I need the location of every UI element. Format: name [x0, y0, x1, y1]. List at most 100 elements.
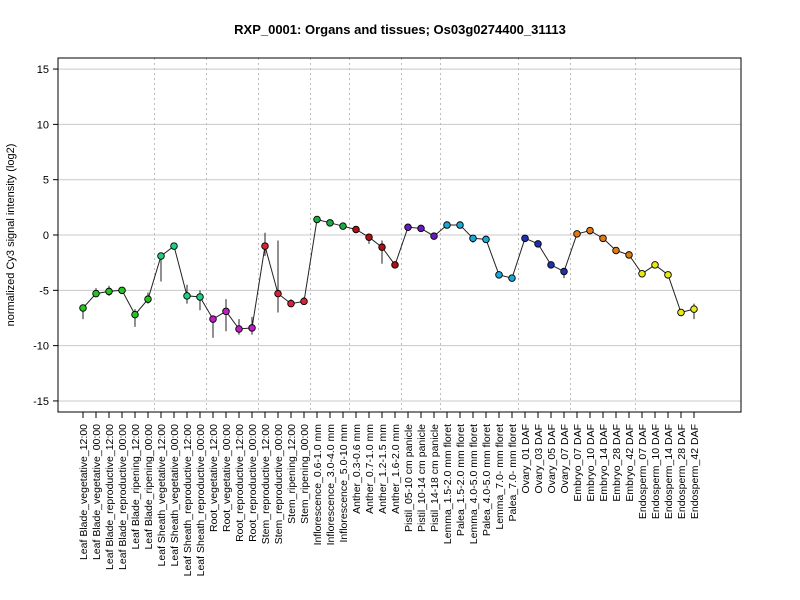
x-tick-label: Embryo_07 DAF — [572, 424, 584, 502]
data-point — [144, 295, 152, 303]
x-tick-label: Pistil_05-10 cm panicle — [403, 424, 415, 532]
data-point — [625, 251, 633, 259]
data-point — [105, 287, 113, 296]
data-point — [404, 223, 412, 232]
data-point — [560, 267, 568, 276]
x-tick-label: Lemma_4.0-5.0 mm floret — [468, 424, 480, 544]
x-tick-label: Inflorescence_0.6-1.0 mm — [312, 424, 324, 546]
x-tick-label: Palea_7.0- mm floret — [507, 424, 519, 522]
data-point — [157, 252, 165, 260]
data-point — [326, 219, 334, 227]
x-axis: Leaf Blade_vegetative_12:00 Leaf Blade_ve… — [78, 412, 701, 576]
data-point — [586, 226, 594, 235]
y-axis-label: normalized Cy3 signal intensity (log2) — [5, 144, 17, 327]
data-point — [573, 230, 581, 238]
x-tick-label: Leaf Blade_reproductive_00:00 — [117, 424, 129, 570]
x-tick-label: Leaf Blade_vegetative_12:00 — [78, 424, 90, 560]
data-point — [261, 242, 269, 250]
data-point — [690, 305, 698, 313]
data-point — [300, 297, 308, 306]
x-tick-label: Leaf Blade_ripening_12:00 — [130, 424, 142, 550]
x-tick-label: Inflorescence_5.0-10 mm — [338, 424, 350, 543]
group-separators — [154, 58, 636, 412]
x-tick-label: Leaf Sheath_vegetative_00:00 — [169, 424, 181, 567]
x-tick-label: Leaf Blade_reproductive_12:00 — [104, 424, 116, 570]
x-tick-label: Endosperm_14 DAF — [663, 424, 675, 519]
data-point — [651, 261, 659, 269]
x-tick-label: Root_reproductive_12:00 — [234, 424, 246, 542]
x-tick-label: Ovary_07 DAF — [559, 424, 571, 493]
x-tick-label: Leaf Sheath_reproductive_00:00 — [195, 424, 207, 577]
data-point — [274, 289, 282, 298]
data-point — [417, 224, 425, 233]
x-tick-label: Lemma_7.0- mm floret — [494, 424, 506, 530]
x-tick-label: Ovary_03 DAF — [533, 424, 545, 493]
x-tick-label: Anther_1.6-2.0 mm — [390, 424, 402, 514]
chart-title: RXP_0001: Organs and tissues; Os03g02744… — [234, 22, 566, 37]
data-point — [456, 221, 464, 229]
data-point — [508, 274, 516, 282]
data-point — [248, 324, 256, 332]
data-point — [521, 234, 529, 243]
data-point — [79, 304, 87, 312]
y-tick-label: 15 — [37, 64, 49, 76]
data-point — [664, 271, 672, 279]
data-point — [638, 269, 646, 278]
data-point — [170, 242, 178, 250]
data-point — [287, 299, 295, 308]
data-point — [222, 307, 230, 316]
x-tick-label: Endosperm_42 DAF — [689, 424, 701, 519]
x-tick-label: Anther_1.2-1.5 mm — [377, 424, 389, 514]
data-point — [677, 308, 685, 317]
x-tick-label: Pistil_10-14 cm panicle — [416, 424, 428, 532]
x-tick-label: Leaf Blade_vegetative_00:00 — [91, 424, 103, 560]
data-point — [612, 246, 620, 255]
x-tick-label: Ovary_05 DAF — [546, 424, 558, 493]
data-point — [339, 222, 347, 230]
y-tick-label: 0 — [43, 230, 49, 242]
data-point — [183, 292, 191, 300]
data-point — [378, 243, 386, 251]
data-point — [495, 271, 503, 279]
x-tick-label: Stem_ripening_00:00 — [299, 424, 311, 524]
y-tick-label: 5 — [43, 175, 49, 187]
x-tick-label: Root_vegetative_12:00 — [208, 424, 220, 532]
x-tick-label: Anther_0.7-1.0 mm — [364, 424, 376, 514]
data-point — [391, 261, 399, 269]
x-tick-label: Leaf Sheath_vegetative_12:00 — [156, 424, 168, 567]
data-point — [118, 286, 126, 295]
x-tick-label: Root_vegetative_00:00 — [221, 424, 233, 532]
data-point — [482, 235, 490, 244]
x-tick-label: Embryo_14 DAF — [598, 424, 610, 502]
data-point — [547, 261, 555, 269]
data-point — [196, 293, 204, 301]
x-tick-label: Endosperm_07 DAF — [637, 424, 649, 519]
x-tick-label: Embryo_10 DAF — [585, 424, 597, 502]
x-tick-label: Embryo_42 DAF — [624, 424, 636, 502]
data-point — [365, 233, 373, 241]
x-tick-label: Pistil_14-18 cm panicle — [429, 424, 441, 532]
y-tick-label: -10 — [33, 341, 49, 353]
x-tick-label: Lemma_1.5-2.0 mm floret — [442, 424, 454, 544]
x-tick-label: Anther_0.3-0.6 mm — [351, 424, 363, 514]
y-tick-label: 10 — [37, 119, 49, 131]
x-tick-label: Stem_reproductive_00:00 — [273, 424, 285, 544]
y-tick-label: -15 — [33, 396, 49, 408]
x-tick-label: Endosperm_28 DAF — [676, 424, 688, 519]
x-tick-label: Leaf Sheath_reproductive_12:00 — [182, 424, 194, 577]
x-tick-label: Stem_reproductive_12:00 — [260, 424, 272, 544]
data-point — [352, 225, 360, 234]
data-point — [209, 315, 217, 323]
data-point — [313, 215, 321, 224]
x-tick-label: Leaf Blade_ripening_00:00 — [143, 424, 155, 550]
x-tick-label: Palea_1.5-2.0 mm floret — [455, 424, 467, 536]
x-tick-label: Palea_4.0-5.0 mm floret — [481, 424, 493, 536]
data-point — [599, 234, 607, 243]
x-tick-label: Stem_ripening_12:00 — [286, 424, 298, 524]
grid-lines — [58, 68, 741, 402]
data-point — [469, 234, 477, 243]
data-point — [92, 289, 100, 298]
x-tick-label: Endosperm_10 DAF — [650, 424, 662, 519]
x-tick-label: Embryo_28 DAF — [611, 424, 623, 502]
